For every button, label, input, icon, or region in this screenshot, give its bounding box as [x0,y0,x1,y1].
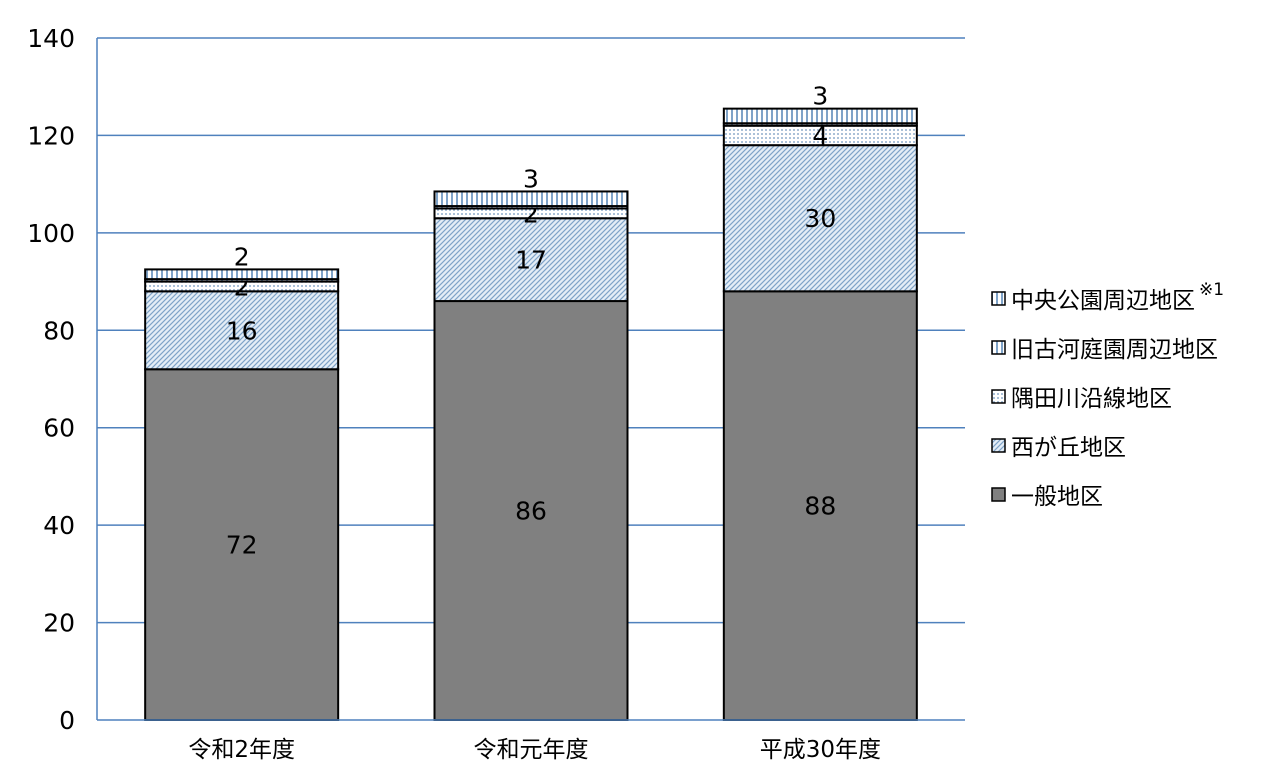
legend-swatch [991,438,1006,453]
data-label: 4 [812,121,828,150]
legend-item: 中央公園周辺地区 ※1 [991,280,1224,314]
legend-swatch [991,340,1006,355]
y-tick-label: 140 [27,24,75,53]
bar-segment [433,300,629,721]
bar-segment [433,190,629,208]
y-tick-label: 120 [27,121,75,150]
legend-label: 西が丘地区 [1011,435,1126,461]
data-label: 16 [226,316,258,345]
data-label: 88 [804,492,836,521]
bar-segment [722,290,918,721]
legend-label: 旧古河庭園周辺地区 [1011,337,1218,363]
bar-segment [722,107,918,125]
data-label: 86 [515,497,547,526]
data-label: 2 [234,242,250,271]
bar-segment [144,290,340,371]
data-label: 3 [812,82,828,111]
y-tick-label: 80 [43,316,75,345]
y-tick-label: 100 [27,219,75,248]
legend-item: 西が丘地区 [991,435,1126,461]
bar-segment [722,144,918,293]
legend-swatch [991,389,1006,404]
legend-footnote-mark: ※1 [1199,280,1224,300]
legend-label: 隅田川沿線地区 [1011,386,1172,412]
legend-label: 一般地区 [1011,484,1103,510]
data-label: 30 [804,204,836,233]
data-label: 72 [226,531,258,560]
y-tick-label: 40 [43,511,75,540]
y-tick-label: 0 [59,706,75,735]
data-label: 17 [515,246,547,275]
y-tick-label: 60 [43,414,75,443]
x-tick-label: 令和元年度 [474,737,589,763]
bar-segment [144,368,340,721]
legend-label: 中央公園周辺地区 [1011,288,1195,314]
legend-item: 隅田川沿線地区 [991,386,1172,412]
x-tick-label: 平成30年度 [760,737,881,763]
legend-swatch [991,487,1006,502]
y-tick-label: 20 [43,609,75,638]
y-axis: 0 20 40 60 80 100 120 140 [27,24,98,735]
legend-swatch [991,291,1006,306]
x-axis: 令和2年度 令和元年度 平成30年度 [97,719,965,763]
bar-segment [433,217,629,303]
data-label: 3 [523,164,539,193]
legend-item: 旧古河庭園周辺地区 [991,337,1218,363]
bar-segment [144,268,340,281]
legend-item: 一般地区 [991,484,1103,510]
x-tick-label: 令和2年度 [188,737,295,763]
